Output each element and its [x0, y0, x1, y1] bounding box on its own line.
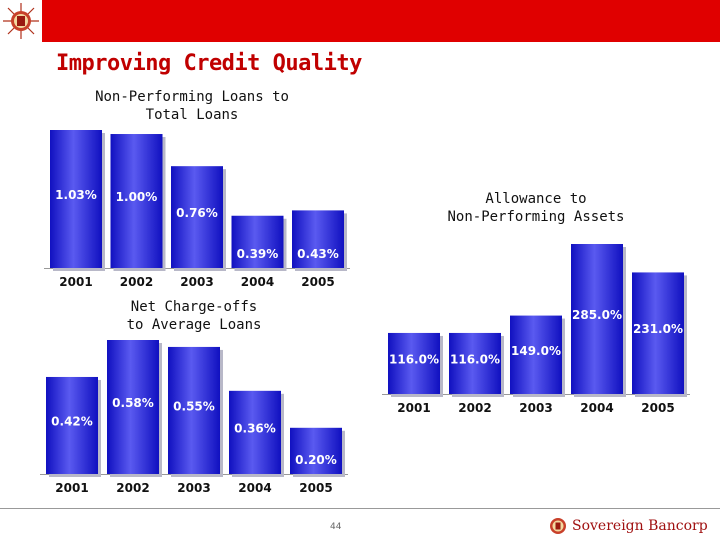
data-label: 0.76%	[176, 206, 218, 220]
bar-group: 0.58% 2002	[107, 340, 162, 495]
x-tick-label: 2004	[580, 401, 613, 415]
x-tick-label: 2003	[180, 275, 213, 289]
bar	[171, 166, 223, 268]
bar-group: 149.0% 2003	[510, 315, 565, 415]
bar-group: 0.42% 2001	[46, 376, 101, 495]
bar	[50, 130, 102, 268]
data-label: 149.0%	[511, 344, 561, 358]
bar	[290, 427, 342, 474]
bar	[292, 210, 344, 268]
bar	[632, 272, 684, 394]
bar-group: 0.55% 2003	[168, 346, 223, 495]
page-number: 44	[330, 522, 342, 532]
chart-nco: 0.42% 2001 0.58% 2002 0.55% 2003 0.36% 2004 0.20…	[36, 332, 356, 502]
x-tick-label: 2005	[299, 481, 332, 495]
chart-npl-title: Non-Performing Loans to Total Loans	[72, 88, 312, 124]
chart-svg: 0.42% 2001 0.58% 2002 0.55% 2003 0.36% 2004 0.20…	[40, 340, 348, 495]
bar	[388, 332, 440, 394]
data-label: 0.39%	[237, 247, 279, 261]
chart-svg: 116.0% 2001 116.0% 2002 149.0% 2003 285.0% 2004…	[382, 244, 690, 415]
brand-name: Sovereign Bancorp	[572, 518, 708, 534]
data-label: 1.03%	[55, 188, 97, 202]
bar-group: 0.36% 2004	[229, 390, 284, 495]
bar	[510, 315, 562, 394]
data-label: 231.0%	[633, 322, 683, 336]
data-label: 0.55%	[173, 399, 215, 413]
data-label: 0.58%	[112, 396, 154, 410]
page-title: Improving Credit Quality	[56, 51, 362, 76]
bar-group: 1.00% 2002	[110, 134, 166, 289]
data-label: 0.42%	[51, 414, 93, 428]
data-label: 116.0%	[450, 352, 500, 366]
chart-svg: 1.03% 2001 1.00% 2002 0.76% 2003 0.39% 2004 0.43…	[44, 130, 350, 289]
brand-emblem-icon	[550, 518, 566, 534]
x-tick-label: 2005	[301, 275, 334, 289]
bar-group: 0.20% 2005	[290, 427, 345, 495]
data-label: 0.43%	[297, 247, 339, 261]
bar	[110, 134, 163, 268]
bar-group: 0.76% 2003	[171, 166, 226, 289]
x-tick-label: 2004	[238, 481, 271, 495]
chart-nco-title-line-1: Net Charge-offs	[130, 299, 258, 315]
x-tick-label: 2001	[59, 275, 92, 289]
chart-npl-title-line-2: Total Loans	[145, 107, 239, 123]
data-label: 116.0%	[389, 352, 439, 366]
brand-logo: Sovereign Bancorp	[548, 515, 708, 537]
chart-allowance-title-line-1: Allowance to	[485, 191, 587, 207]
data-label: 285.0%	[572, 308, 622, 322]
x-tick-label: 2003	[519, 401, 552, 415]
bar	[229, 390, 281, 474]
data-label: 0.36%	[234, 421, 276, 435]
bar-group: 116.0% 2002	[449, 332, 504, 415]
bar	[107, 340, 159, 474]
x-tick-label: 2002	[116, 481, 149, 495]
chart-allowance: 116.0% 2001 116.0% 2002 149.0% 2003 285.0% 2004…	[380, 236, 700, 426]
chart-nco-title-line-2: to Average Loans	[126, 317, 262, 333]
bar-group: 1.03% 2001	[50, 130, 105, 289]
data-label: 1.00%	[116, 190, 158, 204]
bar-group: 0.39% 2004	[231, 215, 287, 289]
x-tick-label: 2002	[120, 275, 153, 289]
x-tick-label: 2004	[241, 275, 274, 289]
bar	[449, 332, 501, 394]
data-label: 0.20%	[295, 453, 337, 467]
x-tick-label: 2003	[177, 481, 210, 495]
bar	[571, 244, 623, 394]
bar-group: 231.0% 2005	[632, 272, 687, 415]
chart-nco-title: Net Charge-offs to Average Loans	[80, 298, 308, 334]
bar-group: 0.43% 2005	[292, 210, 347, 289]
x-tick-label: 2001	[397, 401, 430, 415]
bar-group: 116.0% 2001	[388, 332, 443, 415]
chart-allowance-title-line-2: Non-Performing Assets	[447, 209, 625, 225]
x-tick-label: 2001	[55, 481, 88, 495]
x-tick-label: 2005	[641, 401, 674, 415]
bar	[231, 215, 284, 268]
bar	[168, 346, 220, 474]
bar-group: 285.0% 2004	[571, 244, 626, 415]
chart-allowance-title: Allowance to Non-Performing Assets	[420, 190, 652, 226]
footer-divider	[0, 508, 720, 509]
x-tick-label: 2002	[458, 401, 491, 415]
sovereign-logo-icon	[0, 0, 42, 42]
bar	[46, 376, 98, 474]
chart-npl-title-line-1: Non-Performing Loans to	[95, 89, 289, 105]
chart-npl: 1.03% 2001 1.00% 2002 0.76% 2003 0.39% 2004 0.43…	[40, 120, 360, 300]
header-bar	[0, 0, 720, 42]
